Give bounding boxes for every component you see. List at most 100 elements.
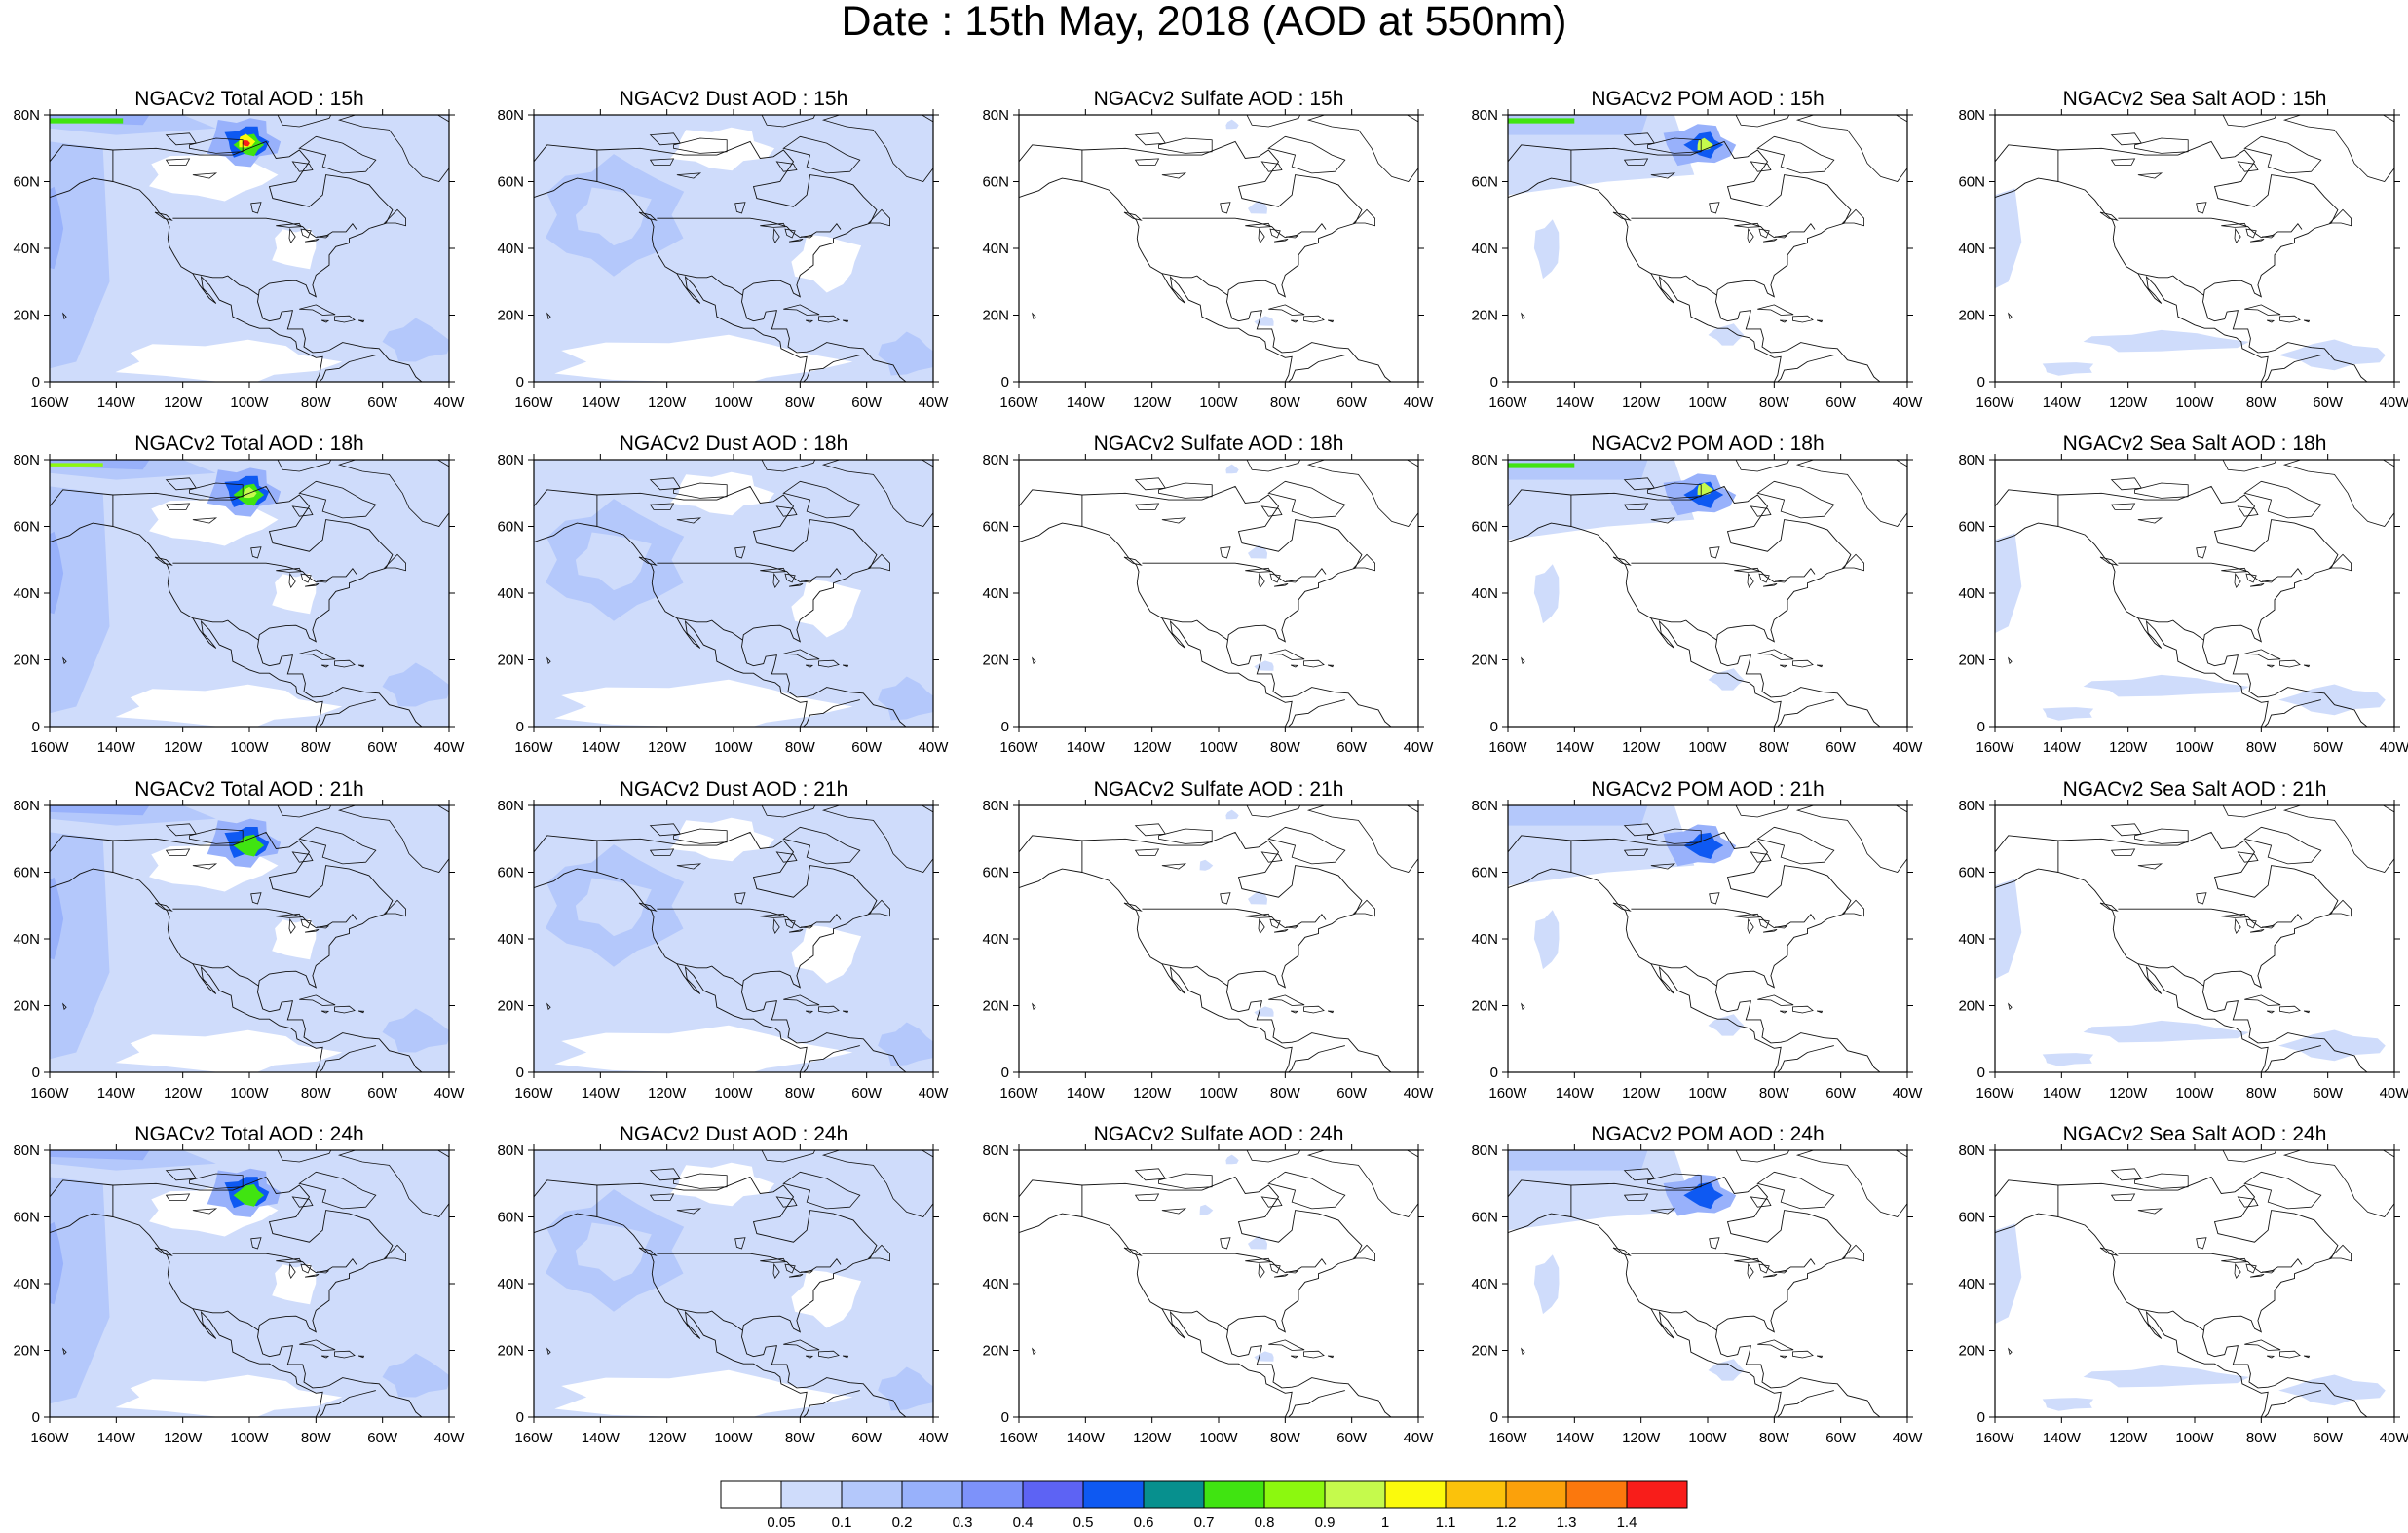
lon-tick-label: 120W bbox=[648, 394, 687, 411]
lon-tick-label: 60W bbox=[851, 1085, 883, 1102]
lat-tick-label: 60N bbox=[1958, 1210, 1985, 1226]
coastline bbox=[300, 1263, 312, 1274]
aod-field bbox=[575, 187, 652, 246]
coastline bbox=[1995, 868, 2321, 1072]
coastline bbox=[1123, 556, 1143, 566]
coastline bbox=[1303, 315, 1325, 323]
lon-tick-label: 140W bbox=[2043, 394, 2082, 411]
coastline bbox=[288, 917, 296, 935]
lat-tick-label: 20N bbox=[1958, 308, 1985, 324]
aod-field bbox=[669, 817, 775, 862]
coastline bbox=[2137, 1308, 2204, 1331]
lon-tick-label: 40W bbox=[1893, 1085, 1924, 1102]
lat-tick-label: 20N bbox=[13, 308, 40, 324]
coastline bbox=[1612, 556, 1632, 566]
coastline bbox=[2137, 172, 2163, 179]
coastline bbox=[1508, 522, 1834, 727]
map-frame bbox=[1018, 459, 1419, 728]
lat-tick-label: 60N bbox=[982, 174, 1009, 191]
lon-tick-label: 160W bbox=[999, 1430, 1038, 1446]
lat-tick-label: 20N bbox=[1471, 998, 1498, 1015]
lon-tick-label: 140W bbox=[1556, 1430, 1595, 1446]
lon-tick-label: 60W bbox=[1825, 1085, 1857, 1102]
coastline bbox=[276, 567, 302, 573]
lat-tick-label: 0 bbox=[1490, 1065, 1498, 1081]
coastline bbox=[1758, 918, 1770, 929]
coastline bbox=[2243, 480, 2322, 519]
coastline bbox=[546, 1002, 551, 1011]
coastline bbox=[1290, 319, 1299, 323]
coastline bbox=[676, 1208, 702, 1215]
lat-tick-label: 60N bbox=[1958, 174, 1985, 191]
aod-field bbox=[669, 471, 775, 516]
map-svg: 160W 140W 120W 100W 80W 60W 40W 80N 60N 40N 20N 0 bbox=[1471, 452, 1923, 756]
coastline bbox=[298, 826, 377, 865]
coastline bbox=[1631, 908, 1816, 929]
coastline bbox=[305, 583, 320, 587]
lat-tick-label: 80N bbox=[1471, 107, 1498, 124]
coastline bbox=[1779, 319, 1788, 323]
lat-tick-label: 40N bbox=[1471, 1276, 1498, 1292]
lat-tick-label: 0 bbox=[32, 1409, 40, 1426]
coastline bbox=[1709, 202, 1720, 214]
coastline bbox=[2266, 664, 2276, 668]
map-panel: NGACv2 Total AOD : 24h 160W 140W 120W 100W 80… bbox=[5, 1035, 492, 1446]
coastline bbox=[657, 1253, 842, 1274]
lat-tick-label: 80N bbox=[982, 798, 1009, 814]
lon-tick-label: 80W bbox=[2246, 739, 2277, 756]
map-svg: 160W 140W 120W 100W 80W 60W 40W 80N 60N 40N 20N 0 bbox=[982, 452, 1434, 756]
coastline bbox=[2245, 918, 2257, 929]
aod-field bbox=[1248, 544, 1268, 559]
coastline bbox=[1623, 477, 1656, 491]
lat-tick-label: 80N bbox=[497, 1142, 524, 1159]
coastline bbox=[2134, 1173, 2189, 1189]
aod-field bbox=[382, 318, 449, 362]
coastline bbox=[2222, 805, 2277, 818]
coastline bbox=[1612, 902, 1632, 912]
coastline bbox=[357, 1010, 365, 1014]
coastline bbox=[2222, 460, 2277, 472]
lon-tick-label: 140W bbox=[1556, 1085, 1595, 1102]
lon-tick-label: 160W bbox=[999, 739, 1038, 756]
lat-tick-label: 20N bbox=[1958, 1343, 1985, 1360]
lon-tick-label: 120W bbox=[648, 1430, 687, 1446]
coastline bbox=[1267, 480, 1346, 519]
coastline bbox=[2279, 659, 2301, 668]
lat-tick-label: 20N bbox=[497, 308, 524, 324]
coastline bbox=[1269, 918, 1281, 929]
coastline bbox=[1246, 460, 1301, 472]
aod-field bbox=[272, 1263, 317, 1305]
coastline bbox=[1995, 831, 2368, 1072]
colorbar-svg: 0.05 0.1 0.2 0.3 0.4 0.5 0.6 0.7 0.8 0.9 1 1.1 1.2 1.… bbox=[720, 1480, 1688, 1531]
lon-tick-label: 60W bbox=[1336, 1430, 1368, 1446]
colorbar-label: 0.6 bbox=[1134, 1514, 1154, 1531]
lat-tick-label: 20N bbox=[13, 1343, 40, 1360]
coastline bbox=[2134, 828, 2189, 844]
coastline bbox=[1123, 1247, 1143, 1256]
coastline bbox=[337, 1150, 449, 1217]
aod-field bbox=[1225, 809, 1239, 820]
coastline bbox=[276, 1257, 302, 1263]
coastline bbox=[250, 892, 262, 905]
lon-tick-label: 160W bbox=[999, 1085, 1038, 1102]
lat-tick-label: 60N bbox=[1471, 519, 1498, 536]
lat-tick-label: 60N bbox=[497, 865, 524, 881]
lat-tick-label: 0 bbox=[516, 374, 524, 391]
coastline bbox=[1623, 848, 1649, 856]
coastline bbox=[842, 1010, 849, 1014]
lon-tick-label: 100W bbox=[1688, 739, 1727, 756]
lon-tick-label: 120W bbox=[2109, 1085, 2148, 1102]
coastline bbox=[1995, 1213, 2321, 1417]
coastline bbox=[1520, 1002, 1525, 1011]
coastline bbox=[800, 1270, 814, 1274]
coastline bbox=[2134, 137, 2189, 154]
coastline bbox=[1995, 522, 2321, 727]
lat-tick-label: 20N bbox=[982, 653, 1009, 669]
coastline bbox=[1792, 659, 1814, 668]
coastline bbox=[784, 573, 796, 583]
coastline bbox=[818, 1350, 840, 1359]
lon-tick-label: 140W bbox=[582, 739, 621, 756]
coastline bbox=[192, 273, 259, 296]
aod-field bbox=[50, 531, 64, 615]
coastline bbox=[1352, 208, 1376, 227]
